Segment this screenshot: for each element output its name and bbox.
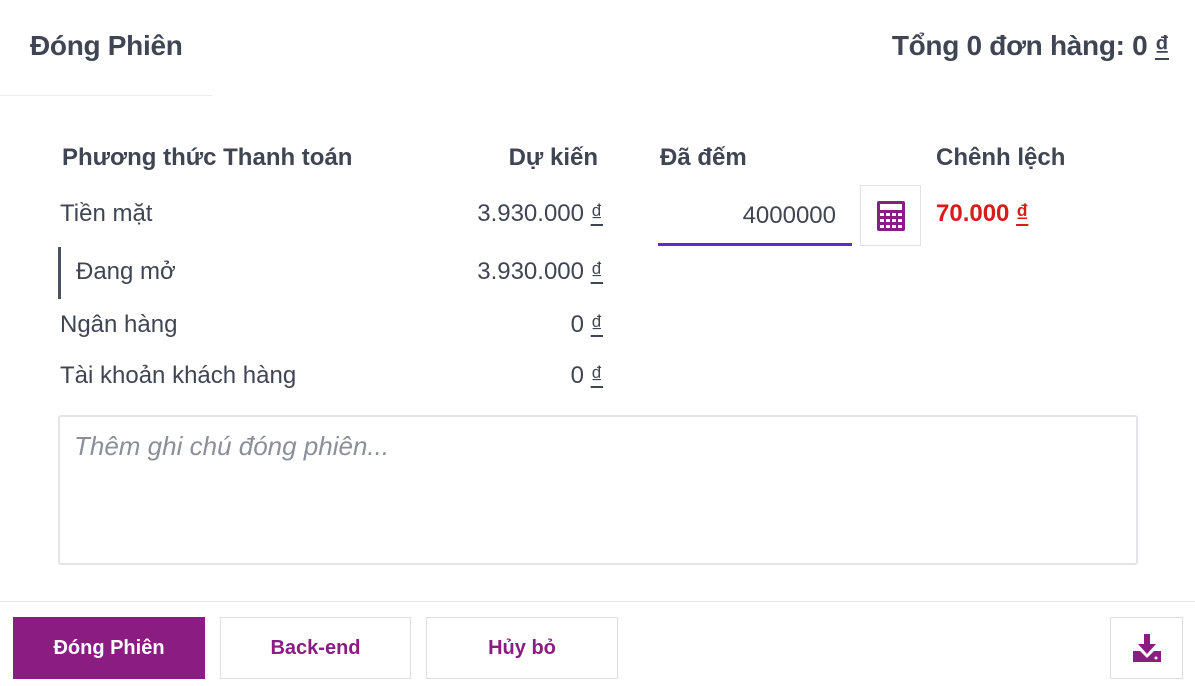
title-underline	[0, 95, 212, 96]
dialog-header: Đóng Phiên Tổng 0 đơn hàng: 0 ₫	[0, 0, 1195, 96]
currency-symbol: ₫	[590, 311, 603, 338]
download-icon	[1132, 634, 1161, 662]
column-header-counted: Đã đếm	[660, 144, 747, 171]
cancel-button[interactable]: Hủy bỏ	[426, 617, 618, 679]
row-expected-cash: 3.930.000 ₫	[477, 200, 603, 228]
row-expected-customer-account: 0 ₫	[571, 362, 603, 390]
currency-symbol: ₫	[1016, 200, 1029, 227]
currency-symbol: ₫	[590, 362, 603, 389]
column-header-difference: Chênh lệch	[936, 144, 1066, 171]
cash-difference: 70.000 ₫	[936, 200, 1028, 228]
row-label-bank: Ngân hàng	[60, 311, 178, 338]
expected-amount: 3.930.000	[477, 200, 584, 227]
currency-symbol: ₫	[1154, 30, 1169, 61]
sub-row-indicator	[58, 247, 61, 299]
row-label-opening: Đang mở	[76, 258, 176, 285]
orders-total-text: Tổng 0 đơn hàng: 0	[891, 30, 1148, 61]
expected-amount: 0	[570, 362, 584, 389]
dialog-title: Đóng Phiên	[30, 30, 183, 61]
calculator-button[interactable]	[860, 185, 921, 246]
footer-divider	[0, 601, 1195, 602]
expected-amount: 3.930.000	[477, 258, 584, 285]
cash-counted-input[interactable]	[658, 188, 852, 246]
expected-amount: 0	[570, 311, 584, 338]
backend-button[interactable]: Back-end	[220, 617, 411, 679]
close-session-button[interactable]: Đóng Phiên	[13, 617, 205, 679]
orders-total: Tổng 0 đơn hàng: 0 ₫	[892, 30, 1169, 62]
row-expected-bank: 0 ₫	[571, 311, 603, 339]
column-header-expected: Dự kiến	[508, 144, 598, 171]
row-expected-opening: 3.930.000 ₫	[477, 258, 603, 286]
row-label-customer-account: Tài khoản khách hàng	[60, 362, 297, 389]
difference-amount: 70.000	[936, 200, 1010, 227]
download-button[interactable]	[1110, 617, 1183, 679]
row-label-cash: Tiền mặt	[60, 200, 153, 227]
currency-symbol: ₫	[590, 258, 603, 285]
currency-symbol: ₫	[590, 200, 603, 227]
closing-notes-textarea[interactable]	[58, 415, 1138, 565]
column-header-method: Phương thức Thanh toán	[62, 144, 353, 171]
calculator-icon	[876, 200, 905, 231]
